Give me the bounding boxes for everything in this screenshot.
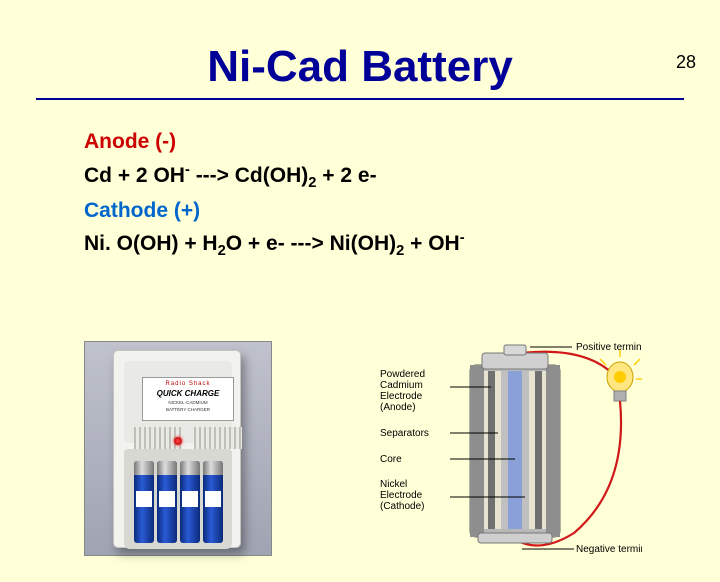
label-cathode: Nickel Electrode (Cathode) — [380, 479, 425, 512]
charger-photo: Radio Shack QUICK CHARGE NICKEL-CADMIUM … — [84, 341, 272, 556]
label-negative-terminal: Negative terminal — [576, 544, 642, 555]
cathode-equation: Ni. O(OH) + H2O + e- ---> Ni(OH)2 + OH- — [84, 227, 720, 263]
charger-sub1: NICKEL-CADMIUM — [143, 400, 233, 405]
label-separators: Separators — [380, 428, 429, 439]
lightbulb-icon — [600, 349, 642, 401]
label-anode: Powdered Cadmium Electrode (Anode) — [380, 369, 428, 413]
battery-bay — [124, 449, 232, 549]
charger-label: Radio Shack QUICK CHARGE NICKEL-CADMIUM … — [142, 377, 234, 421]
charger-brand: Radio Shack — [143, 381, 233, 387]
label-positive-terminal: Positive terminal — [576, 342, 642, 353]
battery-cell — [134, 461, 154, 543]
charger-sub2: BATTERY CHARGER — [143, 407, 233, 412]
label-core: Core — [380, 454, 402, 465]
equations-block: Anode (-) Cd + 2 OH- ---> Cd(OH)2 + 2 e-… — [84, 126, 720, 263]
anode-equation: Cd + 2 OH- ---> Cd(OH)2 + 2 e- — [84, 159, 720, 195]
charger-logo: QUICK CHARGE — [143, 389, 233, 398]
battery-diagram: Positive terminal Powdered Cadmium Elect… — [282, 337, 642, 562]
battery-cell — [157, 461, 177, 543]
anode-label: Anode (-) — [84, 126, 720, 159]
battery-cell — [180, 461, 200, 543]
figures-area: Radio Shack QUICK CHARGE NICKEL-CADMIUM … — [84, 337, 644, 562]
charger-led-icon — [174, 437, 182, 445]
charger-top: Radio Shack QUICK CHARGE NICKEL-CADMIUM … — [124, 361, 232, 443]
title-underline — [36, 98, 684, 100]
charger-body: Radio Shack QUICK CHARGE NICKEL-CADMIUM … — [113, 350, 241, 548]
slide-title: Ni-Cad Battery — [0, 42, 720, 92]
battery-cell — [203, 461, 223, 543]
battery-can — [470, 345, 560, 543]
page-number: 28 — [676, 52, 696, 73]
cathode-label: Cathode (+) — [84, 195, 720, 228]
charger-vents — [134, 427, 242, 449]
